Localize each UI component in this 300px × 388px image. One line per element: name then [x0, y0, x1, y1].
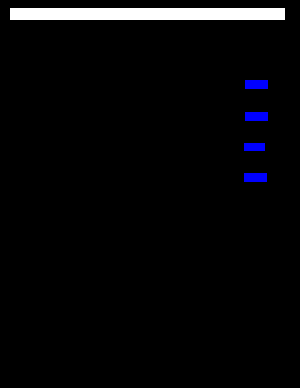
Bar: [10, 8, 285, 20]
Bar: [245, 80, 268, 89]
Bar: [244, 143, 265, 151]
Bar: [245, 112, 268, 121]
Bar: [244, 173, 267, 182]
